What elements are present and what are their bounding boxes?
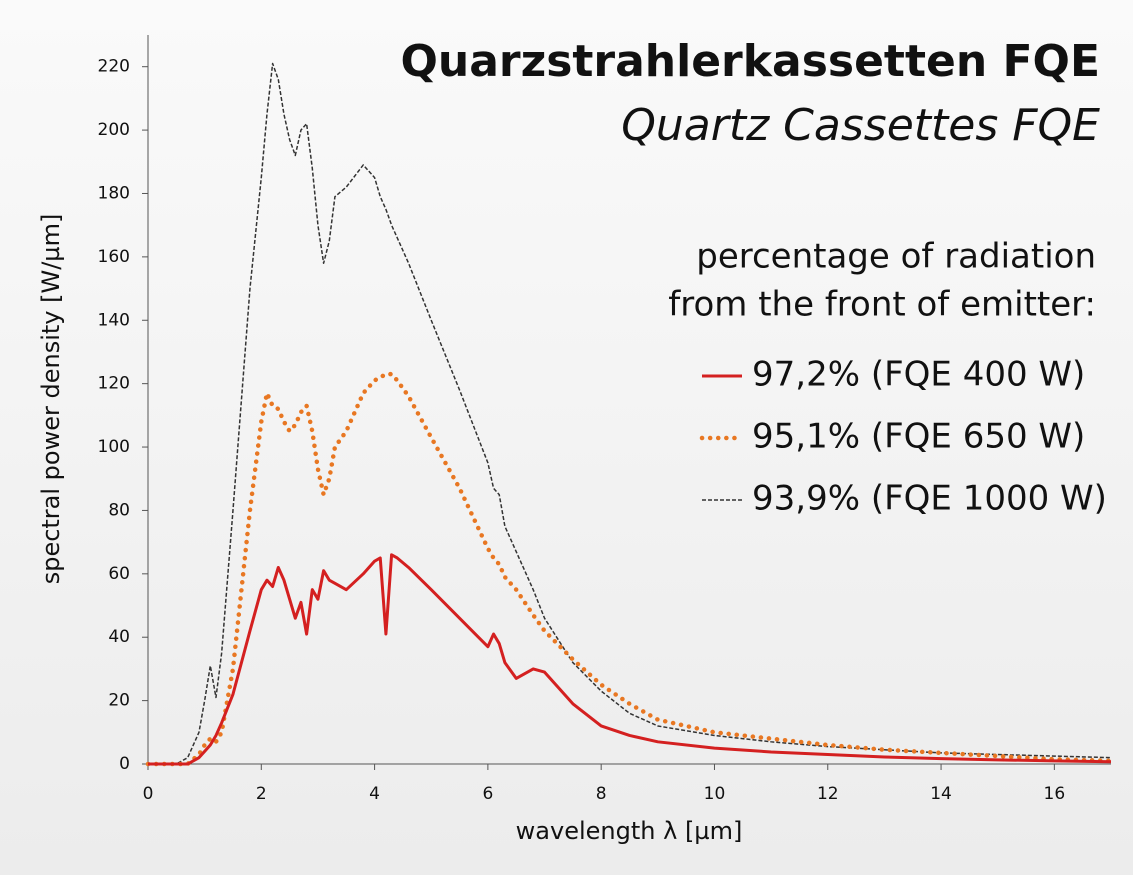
legend-title: from the front of emitter: bbox=[668, 285, 1096, 325]
y-tick-label: 80 bbox=[108, 500, 130, 520]
y-tick-label: 180 bbox=[98, 183, 130, 203]
x-tick-label: 10 bbox=[704, 784, 726, 804]
y-tick-label: 40 bbox=[108, 627, 130, 647]
chart-subtitle: Quartz Cassettes FQE bbox=[621, 100, 1100, 151]
legend-title: percentage of radiation bbox=[696, 237, 1096, 277]
x-tick-label: 4 bbox=[369, 784, 380, 804]
y-tick-label: 120 bbox=[98, 374, 130, 394]
chart-title: Quarzstrahlerkassetten FQE bbox=[400, 36, 1100, 87]
x-tick-label: 8 bbox=[596, 784, 607, 804]
x-tick-label: 6 bbox=[482, 784, 493, 804]
x-tick-label: 14 bbox=[930, 784, 952, 804]
y-axis-label: spectral power density [W/µm] bbox=[37, 214, 65, 585]
x-tick-label: 16 bbox=[1044, 784, 1066, 804]
y-tick-label: 60 bbox=[108, 564, 130, 584]
legend-label: 95,1% (FQE 650 W) bbox=[752, 417, 1085, 457]
x-tick-label: 0 bbox=[143, 784, 154, 804]
x-tick-label: 12 bbox=[817, 784, 839, 804]
y-tick-label: 160 bbox=[98, 247, 130, 267]
y-tick-label: 20 bbox=[108, 691, 130, 711]
legend-label: 93,9% (FQE 1000 W) bbox=[752, 479, 1107, 519]
y-tick-label: 140 bbox=[98, 310, 130, 330]
series-line bbox=[148, 553, 1112, 766]
series-line bbox=[148, 62, 1112, 765]
legend-label: 97,2% (FQE 400 W) bbox=[752, 355, 1085, 395]
y-tick-label: 0 bbox=[119, 754, 130, 774]
x-tick-label: 2 bbox=[256, 784, 267, 804]
x-axis-label: wavelength λ [µm] bbox=[516, 817, 743, 845]
y-tick-label: 220 bbox=[98, 57, 130, 77]
y-tick-label: 200 bbox=[98, 120, 130, 140]
series-line bbox=[145, 371, 1114, 767]
y-tick-label: 100 bbox=[98, 437, 130, 457]
